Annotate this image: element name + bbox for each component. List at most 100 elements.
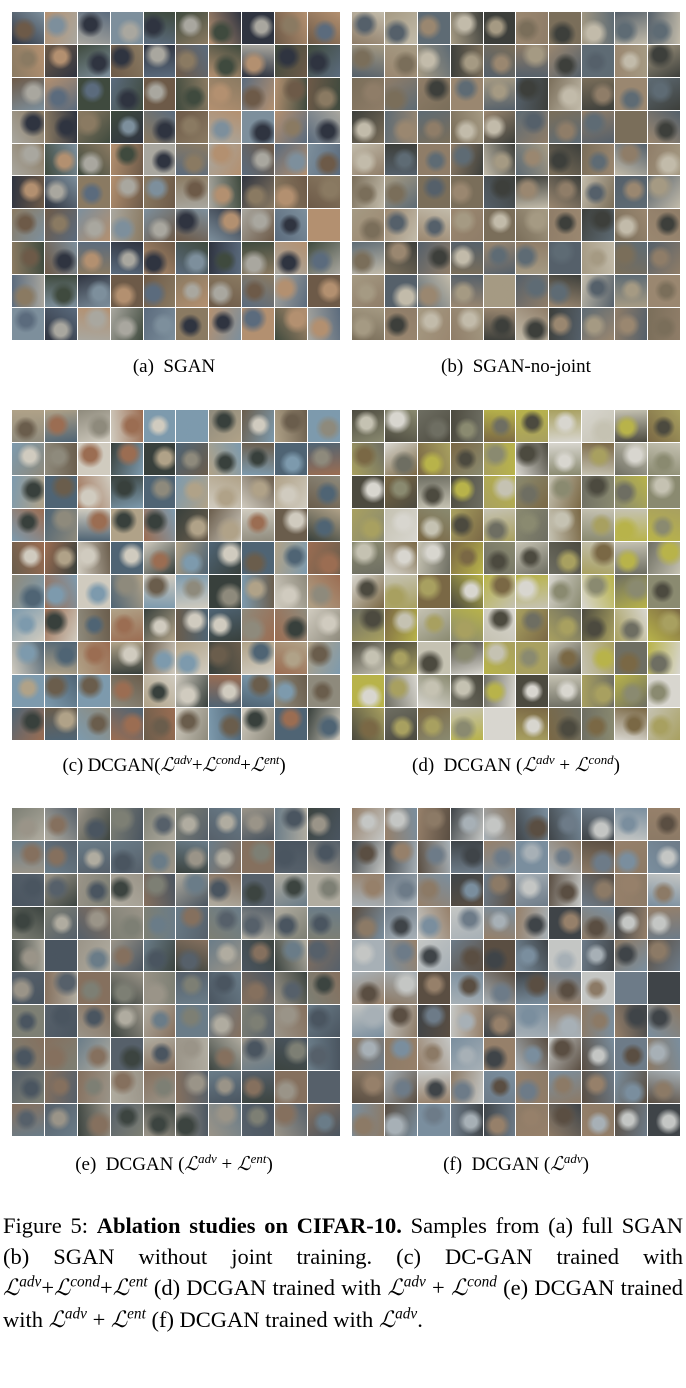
- sample-tile: [275, 476, 308, 509]
- sample-tile: [516, 608, 549, 641]
- sample-tile: [209, 12, 242, 44]
- sample-tile: [615, 542, 648, 575]
- sample-tile: [417, 308, 450, 340]
- sample-tile: [648, 176, 680, 209]
- sample-tile: [12, 674, 44, 707]
- sample-tile: [549, 906, 582, 939]
- sample-tile: [417, 906, 450, 939]
- sample-tile: [308, 1005, 340, 1038]
- sample-tile: [483, 1071, 516, 1104]
- subcaption-name: DCGAN: [471, 1154, 540, 1175]
- sample-tile: [242, 1104, 275, 1136]
- sample-tile: [450, 77, 483, 110]
- sample-tile: [209, 44, 242, 77]
- subcaption-name: DCGAN: [105, 1154, 174, 1175]
- sample-tile: [242, 1071, 275, 1104]
- sample-tile: [384, 542, 417, 575]
- sample-tile: [12, 77, 44, 110]
- sample-grid-a: [12, 12, 340, 340]
- sample-tile: [384, 575, 417, 608]
- sample-tile: [209, 542, 242, 575]
- sample-tile: [12, 608, 44, 641]
- sample-tile: [110, 176, 143, 209]
- loss-symbol: ℒ: [250, 754, 265, 776]
- sample-tile: [352, 808, 384, 840]
- sample-tile: [44, 1005, 77, 1038]
- sample-tile: [12, 242, 44, 275]
- sample-tile: [143, 476, 176, 509]
- sample-tile: [44, 1071, 77, 1104]
- sample-tile: [615, 410, 648, 443]
- sample-tile: [12, 575, 44, 608]
- loss-symbol: ℒ: [202, 754, 216, 776]
- sample-tile: [209, 242, 242, 275]
- loss-symbol: ℒ: [236, 1153, 251, 1175]
- sample-tile: [44, 275, 77, 308]
- sample-tile: [417, 143, 450, 176]
- subcaption-name: SGAN: [163, 356, 216, 377]
- sample-tile: [209, 972, 242, 1005]
- sample-tile: [516, 1005, 549, 1038]
- sample-tile: [77, 674, 110, 707]
- sample-tile: [582, 808, 615, 840]
- sample-tile: [176, 674, 209, 707]
- sample-tile: [417, 542, 450, 575]
- sample-tile: [308, 176, 340, 209]
- sample-tile: [450, 443, 483, 476]
- plus-sign: +: [41, 1275, 55, 1300]
- sample-tile: [176, 641, 209, 674]
- sample-tile: [242, 674, 275, 707]
- sample-tile: [44, 44, 77, 77]
- sample-tile: [308, 44, 340, 77]
- sample-tile: [352, 308, 384, 340]
- sample-tile: [143, 77, 176, 110]
- sample-tile: [417, 1104, 450, 1136]
- sample-tile: [483, 873, 516, 906]
- sample-tile: [12, 443, 44, 476]
- sample-tile: [516, 77, 549, 110]
- sample-tile: [450, 509, 483, 542]
- sample-tile: [143, 209, 176, 242]
- sample-tile: [44, 674, 77, 707]
- sample-tile: [582, 275, 615, 308]
- sample-tile: [242, 443, 275, 476]
- sample-tile: [143, 674, 176, 707]
- plus-sign: +: [221, 1154, 233, 1175]
- sample-tile: [242, 143, 275, 176]
- sample-tile: [209, 308, 242, 340]
- sample-tile: [77, 906, 110, 939]
- sample-tile: [242, 641, 275, 674]
- sample-tile: [417, 707, 450, 740]
- loss-symbol: ℒ: [378, 1307, 396, 1333]
- sample-tile: [176, 840, 209, 873]
- sample-tile: [44, 608, 77, 641]
- sample-tile: [44, 939, 77, 972]
- sample-tile: [549, 143, 582, 176]
- sample-tile: [44, 542, 77, 575]
- sample-tile: [516, 44, 549, 77]
- sample-tile: [209, 674, 242, 707]
- sample-tile: [352, 443, 384, 476]
- sample-tile: [483, 77, 516, 110]
- sample-tile: [308, 77, 340, 110]
- sample-tile: [143, 242, 176, 275]
- sample-tile: [77, 275, 110, 308]
- sample-tile: [143, 906, 176, 939]
- sample-tile: [110, 110, 143, 143]
- sample-tile: [582, 1071, 615, 1104]
- sample-tile: [417, 12, 450, 44]
- sample-tile: [242, 44, 275, 77]
- sample-tile: [275, 275, 308, 308]
- sample-tile: [384, 77, 417, 110]
- sample-tile: [77, 110, 110, 143]
- sample-tile: [516, 939, 549, 972]
- sample-tile: [176, 906, 209, 939]
- sample-tile: [44, 972, 77, 1005]
- sample-tile: [352, 542, 384, 575]
- loss-sup: cond: [588, 751, 614, 767]
- sample-tile: [648, 110, 680, 143]
- sample-tile: [549, 575, 582, 608]
- sample-tile: [615, 1005, 648, 1038]
- sample-tile: [384, 44, 417, 77]
- sample-tile: [12, 44, 44, 77]
